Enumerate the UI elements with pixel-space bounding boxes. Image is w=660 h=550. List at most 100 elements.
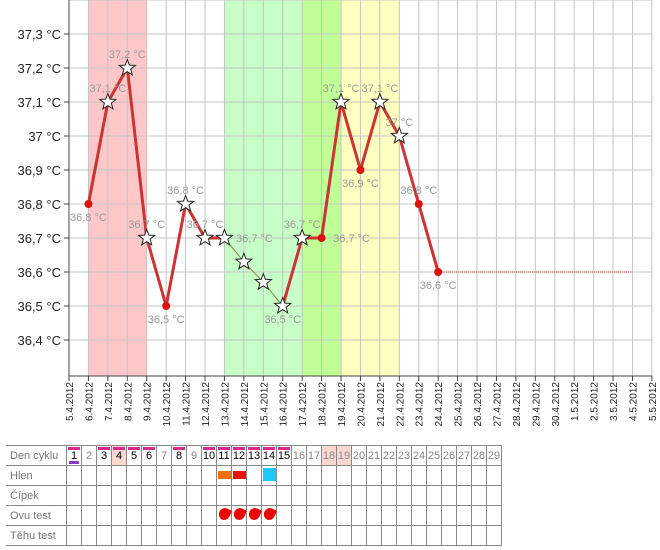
cell[interactable] [126,485,142,506]
cell[interactable] [426,505,442,526]
cell[interactable] [171,465,187,486]
cell[interactable] [336,505,352,526]
cell[interactable] [306,485,322,506]
cell[interactable] [186,505,202,526]
cycle-day[interactable]: 2 [81,445,97,466]
cell[interactable] [141,505,157,526]
cycle-day[interactable]: 17 [306,445,322,466]
cycle-day[interactable]: 8 [171,445,187,466]
cell[interactable] [66,485,82,506]
cell[interactable] [411,525,427,546]
cell[interactable] [291,465,307,486]
cycle-day[interactable]: 15 [276,445,292,466]
cell[interactable] [486,485,502,506]
cell[interactable] [111,505,127,526]
cell[interactable] [96,505,112,526]
cell[interactable] [126,465,142,486]
cell[interactable] [216,525,232,546]
cell[interactable] [246,465,262,486]
cell[interactable] [336,525,352,546]
cell[interactable] [126,525,142,546]
cell[interactable] [276,505,292,526]
cell[interactable] [471,525,487,546]
cell[interactable] [366,485,382,506]
cell[interactable] [111,525,127,546]
cell[interactable] [351,525,367,546]
cell[interactable] [246,485,262,506]
cycle-day[interactable]: 20 [351,445,367,466]
cycle-day[interactable]: 7 [156,445,172,466]
cell[interactable] [141,465,157,486]
cell[interactable] [411,505,427,526]
cell[interactable] [426,525,442,546]
cycle-day[interactable]: 23 [396,445,412,466]
cell[interactable] [321,485,337,506]
cell[interactable] [411,465,427,486]
cycle-day[interactable]: 28 [471,445,487,466]
cell[interactable] [321,525,337,546]
cell[interactable] [441,525,457,546]
cycle-day[interactable]: 22 [381,445,397,466]
cell[interactable] [111,485,127,506]
cell[interactable] [306,525,322,546]
cell[interactable] [216,485,232,506]
cell[interactable] [471,485,487,506]
cell[interactable] [261,485,277,506]
cell[interactable] [156,525,172,546]
cell[interactable] [441,485,457,506]
cycle-day[interactable]: 27 [456,445,472,466]
cell[interactable] [186,465,202,486]
cell[interactable] [66,505,82,526]
cycle-day[interactable]: 5 [126,445,142,466]
cycle-day[interactable]: 18 [321,445,337,466]
cell[interactable] [246,525,262,546]
cell[interactable] [381,465,397,486]
cell[interactable] [216,505,232,526]
cell[interactable] [276,485,292,506]
cycle-day[interactable]: 26 [441,445,457,466]
cycle-day[interactable]: 3 [96,445,112,466]
cycle-day[interactable]: 21 [366,445,382,466]
cell[interactable] [171,485,187,506]
cell[interactable] [261,525,277,546]
cell[interactable] [231,465,247,486]
cell[interactable] [306,505,322,526]
cell[interactable] [306,465,322,486]
cell[interactable] [231,505,247,526]
cell[interactable] [201,525,217,546]
cell[interactable] [441,505,457,526]
cell[interactable] [201,465,217,486]
cell[interactable] [81,525,97,546]
cell[interactable] [411,485,427,506]
cell[interactable] [396,485,412,506]
cell[interactable] [291,525,307,546]
cycle-day[interactable]: 24 [411,445,427,466]
cell[interactable] [396,505,412,526]
cell[interactable] [231,485,247,506]
cell[interactable] [261,505,277,526]
cell[interactable] [336,465,352,486]
cell[interactable] [156,485,172,506]
cell[interactable] [141,525,157,546]
cell[interactable] [96,525,112,546]
cell[interactable] [351,465,367,486]
cell[interactable] [291,485,307,506]
cell[interactable] [351,485,367,506]
cell[interactable] [81,485,97,506]
cell[interactable] [471,505,487,526]
cell[interactable] [471,465,487,486]
cell[interactable] [66,525,82,546]
cell[interactable] [396,465,412,486]
cycle-day[interactable]: 25 [426,445,442,466]
cell[interactable] [156,505,172,526]
cycle-day[interactable]: 19 [336,445,352,466]
cycle-day[interactable]: 4 [111,445,127,466]
cell[interactable] [456,525,472,546]
cell[interactable] [351,505,367,526]
cell[interactable] [96,485,112,506]
cell[interactable] [186,485,202,506]
cycle-day[interactable]: 12 [231,445,247,466]
cycle-day[interactable]: 1 [66,445,82,466]
cell[interactable] [456,505,472,526]
cell[interactable] [396,525,412,546]
